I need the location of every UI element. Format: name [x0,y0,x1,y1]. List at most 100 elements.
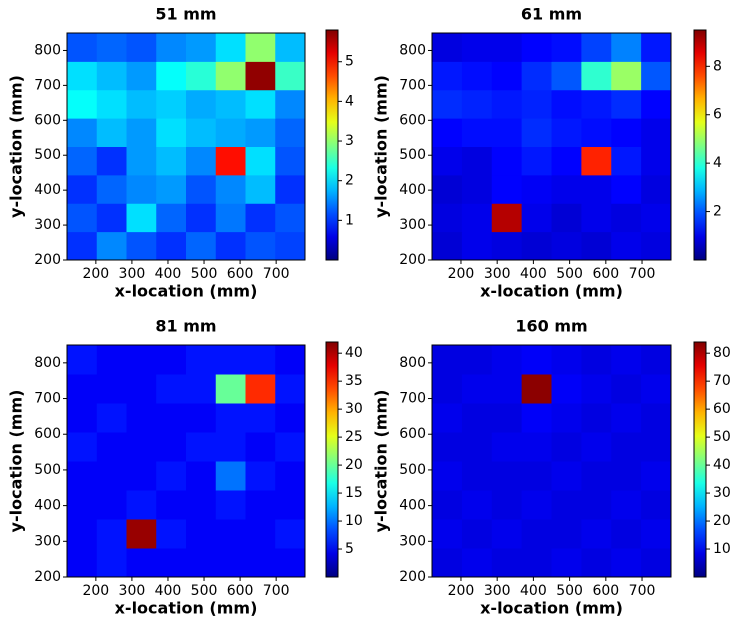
x-tick-label: 600 [592,583,619,599]
heat-cell [581,345,612,375]
heat-cell [156,118,187,147]
heat-cell [245,118,276,147]
colorbar-tick-label: 70 [713,373,731,389]
x-tick-label: 400 [520,583,547,599]
heat-cell [96,61,127,91]
heat-cell [156,231,187,261]
heat-cell [611,461,642,491]
heat-cell [275,203,306,233]
heat-cell [521,374,552,404]
heat-cell [126,89,157,119]
x-tick-label: 600 [227,266,254,282]
heat-cell [245,490,276,520]
heat-cell [641,548,672,578]
heat-cell [581,490,612,520]
colorbar-tick-label: 50 [713,429,731,445]
y-tick-label: 800 [34,42,61,58]
heat-cell [186,403,217,433]
heat-cell [551,345,582,375]
heat-cell [432,118,463,147]
heat-cell [245,89,276,119]
heat-cell [215,374,246,404]
x-tick-label: 700 [629,266,656,282]
colorbar-tick-label: 2 [713,204,722,220]
colorbar-tick-label: 35 [345,373,363,389]
heat-cell [491,33,523,62]
y-tick-label: 400 [34,498,61,514]
colorbar-tick-label: 30 [345,401,363,417]
heat-cell [491,345,523,375]
heat-cell [461,89,493,119]
heat-cell [96,203,127,233]
heat-cell [215,345,246,375]
heat-cell [156,432,187,462]
heat-cell [245,548,276,578]
x-tick-label: 600 [592,266,619,282]
heat-cell [581,33,612,62]
heat-cell [491,432,523,462]
heat-cell [156,461,187,491]
y-tick-label: 700 [399,77,426,93]
heat-cell [215,89,246,119]
heat-cell [491,548,523,578]
heat-cell [126,374,157,404]
y-tick-label: 700 [34,391,61,407]
x-tick-label: 700 [263,583,290,599]
heat-cell [641,89,672,119]
heat-cell [126,61,157,91]
heat-cell [432,548,463,578]
colorbar-tick-label: 5 [345,54,354,70]
heat-cell [432,231,463,261]
heat-cell [491,231,523,261]
y-axis-label: y-location (mm) [7,390,26,533]
colorbar-tick-label: 30 [713,485,731,501]
heat-cell [491,403,523,433]
colorbar-tick-label: 10 [345,513,363,529]
heat-cell [156,33,187,62]
y-tick-label: 200 [34,252,61,268]
heat-cell [186,61,217,91]
heat-cell [551,61,582,91]
heat-cell [67,174,98,204]
colorbar-tick-label: 80 [713,345,731,361]
heat-cell [432,61,463,91]
heat-cell [245,345,276,375]
heat-cell [461,61,493,91]
heat-cell [96,33,127,62]
heat-cell [521,203,552,233]
heat-cell [215,461,246,491]
heat-cell [186,548,217,578]
heat-cell [581,432,612,462]
heat-cell [461,203,493,233]
heat-cell [432,33,463,62]
heat-cell [186,345,217,375]
heat-cell [67,146,98,176]
heat-cell [551,432,582,462]
heat-cell [156,490,187,520]
heat-cell [461,345,493,375]
x-tick-label: 300 [484,266,511,282]
heat-cell [461,432,493,462]
heat-cell [641,61,672,91]
heat-cell [215,403,246,433]
heat-cell [581,519,612,549]
heat-cell [491,519,523,549]
colorbar-tick-label: 25 [345,429,363,445]
heat-cell [461,231,493,261]
colorbar-tick-label: 8 [713,58,722,74]
heat-cell [186,374,217,404]
heat-cell [215,490,246,520]
x-tick-label: 500 [191,583,218,599]
x-tick-label: 300 [119,266,146,282]
heat-cell [156,174,187,204]
heat-cell [521,146,552,176]
heat-cell [611,519,642,549]
heat-cell [521,548,552,578]
heat-cell [551,174,582,204]
heat-cell [521,118,552,147]
heat-cell [96,548,127,578]
x-tick-label: 300 [119,583,146,599]
heat-cell [275,519,306,549]
colorbar-tick-label: 6 [713,107,722,123]
heat-cell [432,490,463,520]
